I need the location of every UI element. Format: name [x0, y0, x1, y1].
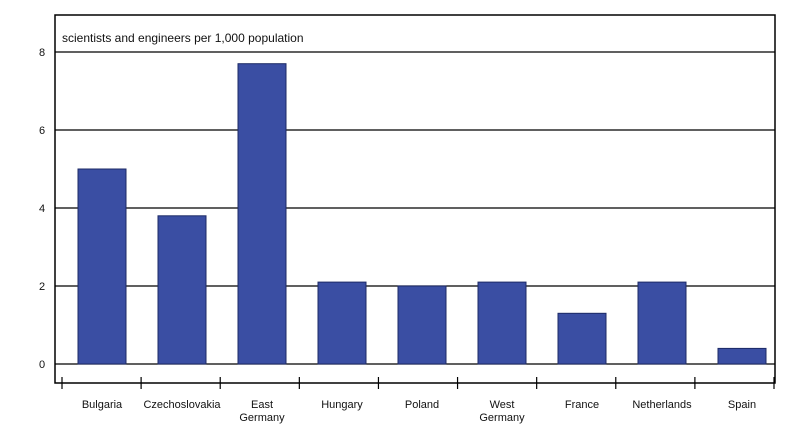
y-tick-label: 8	[39, 47, 45, 59]
bar	[237, 63, 287, 365]
x-category-label: East Germany	[239, 399, 285, 424]
chart-title: scientists and engineers per 1,000 popul…	[62, 31, 304, 45]
bar-series	[77, 63, 767, 365]
y-axis-ticks: 0 2 4 6 8	[39, 47, 45, 371]
x-category-label: Spain	[728, 399, 756, 411]
y-tick-label: 4	[39, 203, 45, 215]
plot-frame	[54, 14, 776, 384]
y-tick-label: 0	[39, 359, 45, 371]
x-category-label: Netherlands	[632, 399, 692, 411]
bar	[77, 168, 127, 365]
bar	[397, 285, 447, 365]
y-tick-label: 6	[39, 125, 45, 137]
bar	[637, 281, 687, 365]
x-axis: Bulgaria Czechoslovakia East Germany Hungary…	[61, 377, 775, 424]
bar	[717, 347, 767, 365]
x-category-label: Bulgaria	[82, 399, 123, 411]
x-category-label: Poland	[405, 399, 439, 411]
bar	[477, 281, 527, 365]
x-category-label: France	[565, 399, 599, 411]
bar	[557, 312, 607, 365]
x-category-label: Hungary	[321, 399, 363, 411]
y-tick-label: 2	[39, 281, 45, 293]
x-category-label: Czechoslovakia	[143, 399, 221, 411]
x-category-label: West Germany	[479, 399, 525, 424]
bar	[157, 215, 207, 365]
bar	[317, 281, 367, 365]
